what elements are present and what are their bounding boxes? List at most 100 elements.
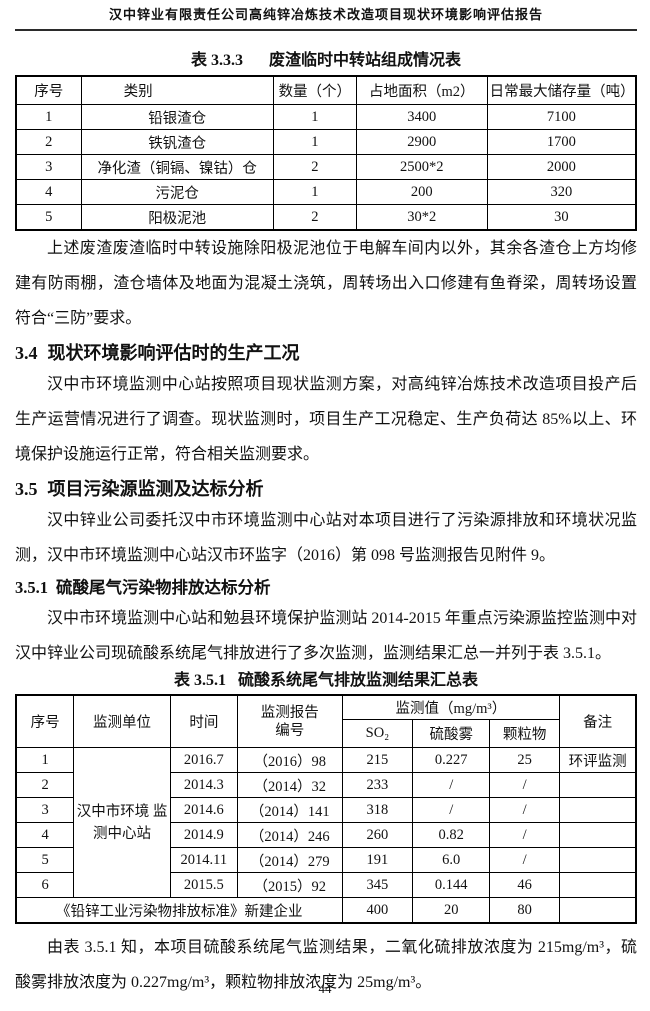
table-row: 3 2014.6 （2014）141 318 / / xyxy=(15,797,637,823)
t2-header-no: 序号 xyxy=(15,694,75,748)
section-number: 3.5.1 xyxy=(15,578,48,597)
table-standard-row: 《铅锌工业污染物排放标准》新建企业 400 20 80 xyxy=(15,897,637,924)
t1-cell: 2000 xyxy=(486,154,637,180)
t2-cell: 46 xyxy=(489,872,561,898)
paragraph-waste-transfer-note: 上述废渣废渣临时中转设施除阳极泥池位于电解车间内以外，其余各渣仓上方均修建有防雨… xyxy=(15,240,637,327)
t2-cell: 5 xyxy=(15,847,75,873)
page-number: 44 xyxy=(318,981,332,996)
section-number: 3.5 xyxy=(15,479,38,499)
table-row: 4 污泥仓 1 200 320 xyxy=(15,179,637,205)
t2-cell: 260 xyxy=(341,822,414,848)
t2-cell: / xyxy=(412,797,491,823)
t1-cell: 3400 xyxy=(355,104,488,130)
t2-cell: / xyxy=(412,772,491,798)
t2-cell: 6.0 xyxy=(412,847,491,873)
section-title: 硫酸尾气污染物排放达标分析 xyxy=(56,579,271,597)
t1-cell: 7100 xyxy=(486,104,637,130)
section-title: 现状环境影响评估时的生产工况 xyxy=(47,343,300,363)
t1-cell: 2900 xyxy=(355,129,488,155)
t2-cell: 2014.9 xyxy=(169,822,238,848)
t2-cell: 215 xyxy=(341,747,414,773)
section-heading-3-4: 3.4 现状环境影响评估时的生产工况 xyxy=(15,340,637,367)
table1-caption-text: 废渣临时中转站组成情况表 xyxy=(269,52,462,69)
t2-cell: 191 xyxy=(341,847,414,873)
t1-cell: 320 xyxy=(486,179,637,205)
t2-cell: 2015.5 xyxy=(169,872,238,898)
t2-cell-monitoring-unit: 汉中市环境 监测中心站 xyxy=(73,747,171,898)
paragraph-tailgas-monitoring: 汉中市环境监测中心站和勉县环境保护监测站 2014-2015 年重点污染源监控监… xyxy=(15,610,637,662)
t2-cell: 25 xyxy=(489,747,561,773)
t1-cell: 1 xyxy=(272,179,357,205)
t1-header-no: 序号 xyxy=(15,75,82,105)
t2-cell: 0.227 xyxy=(412,747,491,773)
t2-cell: / xyxy=(489,847,561,873)
t2-cell: 80 xyxy=(489,897,561,924)
section-number: 3.4 xyxy=(15,343,38,363)
t1-cell: 2 xyxy=(272,154,357,180)
t1-cell: 铁钒渣仓 xyxy=(80,129,274,155)
t1-cell: 1 xyxy=(15,104,82,130)
t2-header-unit: 监测单位 xyxy=(73,694,171,748)
table-row: 5 阳极泥池 2 30*2 30 xyxy=(15,204,637,231)
t2-cell: （2014）32 xyxy=(236,772,343,798)
t2-cell: 20 xyxy=(412,897,491,924)
t1-cell: 1 xyxy=(272,129,357,155)
t2-cell: / xyxy=(489,822,561,848)
t2-cell: 4 xyxy=(15,822,75,848)
t2-header-so2: SO₂ xyxy=(341,719,414,748)
t2-header-particulate: 颗粒物 xyxy=(489,719,561,748)
table-header-row: 序号 监测单位 时间 监测报告 编号 监测值（mg/m³） 备注 xyxy=(15,694,637,748)
t2-cell: 2 xyxy=(15,772,75,798)
section-heading-3-5-1: 3.5.1 硫酸尾气污染物排放达标分析 xyxy=(15,575,637,601)
table-row: 4 2014.9 （2014）246 260 0.82 / xyxy=(15,822,637,848)
table2-caption-label: 表 3.5.1 xyxy=(173,672,226,689)
t1-cell: 净化渣（铜镉、镍钴）仓 xyxy=(80,154,274,180)
t1-cell: 30 xyxy=(486,204,637,231)
t2-cell: 400 xyxy=(341,897,414,924)
table-row: 1 汉中市环境 监测中心站 2016.7 （2016）98 215 0.227 … xyxy=(15,747,637,898)
t1-cell: 5 xyxy=(15,204,82,231)
t1-cell: 1 xyxy=(272,104,357,130)
t2-cell: / xyxy=(489,797,561,823)
t2-cell: 环评监测 xyxy=(559,747,637,773)
t1-header-storage: 日常最大储存量（吨） xyxy=(486,75,637,105)
table1-caption: 表 3.3.3 废渣临时中转站组成情况表 xyxy=(15,51,637,71)
t2-cell xyxy=(559,797,637,823)
t2-cell: 0.144 xyxy=(412,872,491,898)
t2-cell: （2014）279 xyxy=(236,847,343,873)
table-row: 6 2015.5 （2015）92 345 0.144 46 xyxy=(15,872,637,898)
table-row: 2 铁钒渣仓 1 2900 1700 xyxy=(15,129,637,155)
t2-cell: （2014）141 xyxy=(236,797,343,823)
t1-cell: 2 xyxy=(272,204,357,231)
t2-cell: （2015）92 xyxy=(236,872,343,898)
t1-cell: 1700 xyxy=(486,129,637,155)
t2-header-report-line1: 监测报告 xyxy=(260,704,319,721)
t2-header-acid-mist: 硫酸雾 xyxy=(412,719,491,748)
t1-cell: 铅银渣仓 xyxy=(80,104,274,130)
table-row: 3 净化渣（铜镉、镍钴）仓 2 2500*2 2000 xyxy=(15,154,637,180)
t2-cell xyxy=(559,822,637,848)
table2-caption: 表 3.5.1 硫酸系统尾气排放监测结果汇总表 xyxy=(15,671,637,691)
paragraph-monitoring-commission: 汉中锌业公司委托汉中市环境监测中心站对本项目进行了污染源排放和环境状况监测，汉中… xyxy=(15,512,637,564)
t2-header-report: 监测报告 编号 xyxy=(236,694,343,748)
t1-cell: 3 xyxy=(15,154,82,180)
t2-cell: 2016.7 xyxy=(169,747,238,773)
section-heading-3-5: 3.5 项目污染源监测及达标分析 xyxy=(15,476,637,503)
document-header-title: 汉中锌业有限责任公司高纯锌冶炼技术改造项目现状环境影响评估报告 xyxy=(15,6,637,31)
section-title: 项目污染源监测及达标分析 xyxy=(47,479,264,499)
paragraph-production-condition: 汉中市环境监测中心站按照项目现状监测方案，对高纯锌冶炼技术改造项目投产后生产运营… xyxy=(15,376,637,463)
t1-header-area: 占地面积（m2） xyxy=(355,75,488,105)
t2-cell xyxy=(559,847,637,873)
acid-tailgas-monitoring-table: 序号 监测单位 时间 监测报告 编号 监测值（mg/m³） 备注 SO₂ 硫酸雾… xyxy=(15,694,637,924)
t1-cell: 4 xyxy=(15,179,82,205)
paragraph-conclusion: 由表 3.5.1 知，本项目硫酸系统尾气监测结果，二氧化硫排放浓度为 215mg… xyxy=(15,939,637,991)
table-row: 5 2014.11 （2014）279 191 6.0 / xyxy=(15,847,637,873)
t1-header-quantity: 数量（个） xyxy=(272,75,357,105)
t2-cell: 2014.3 xyxy=(169,772,238,798)
t2-header-value-group: 监测值（mg/m³） xyxy=(341,694,561,720)
t2-header-time: 时间 xyxy=(169,694,238,748)
t1-header-category: 类别 xyxy=(80,75,274,105)
t2-standard-label: 《铅锌工业污染物排放标准》新建企业 xyxy=(15,897,343,924)
t2-cell: 6 xyxy=(15,872,75,898)
